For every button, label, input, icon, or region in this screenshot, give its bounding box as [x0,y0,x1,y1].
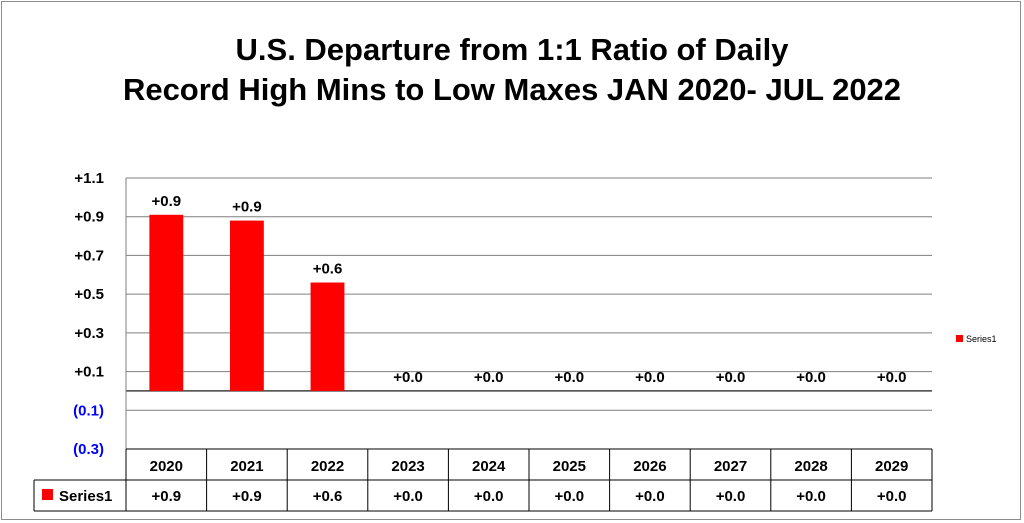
category-label: 2021 [230,458,263,475]
table-value: +0.0 [474,488,504,505]
table-value: +0.0 [796,488,826,505]
table-value: +0.0 [554,488,584,505]
category-label: 2020 [150,458,183,475]
data-label: +0.0 [474,369,504,386]
category-label: 2022 [311,458,344,475]
table-value: +0.0 [716,488,746,505]
data-label: +0.0 [554,369,584,386]
data-label: +0.0 [716,369,746,386]
y-tick-label: +0.9 [74,209,104,226]
y-tick-label: +0.1 [74,364,104,381]
category-label: 2025 [553,458,586,475]
data-label: +0.0 [393,369,423,386]
y-tick-label: (0.3) [73,441,104,458]
bar [310,282,345,391]
chart-title-line-1: U.S. Departure from 1:1 Ratio of Daily [235,32,789,67]
category-label: 2027 [714,458,747,475]
data-labels: +0.9 +0.9 +0.6 +0.0 +0.0 +0.0 +0.0 +0.0 +0.0 +0.0 [151,193,906,386]
bar [229,220,264,391]
data-label: +0.0 [796,369,826,386]
table-value: +0.6 [313,488,343,505]
table-value: +0.9 [232,488,262,505]
legend: Series1 [956,334,997,344]
bar [149,214,184,391]
category-label: 2028 [794,458,827,475]
table-series-name: Series1 [59,488,112,505]
data-label: +0.6 [313,261,343,278]
legend-swatch [956,335,963,342]
category-label: 2026 [633,458,666,475]
table-series-swatch [42,489,53,500]
table-value: +0.0 [393,488,423,505]
category-label: 2024 [472,458,506,475]
data-label: +0.9 [151,193,181,210]
bars [149,214,345,391]
y-tick-label: (0.1) [73,402,104,419]
table-value: +0.9 [151,488,181,505]
y-tick-label: +0.5 [74,286,104,303]
y-tick-label: +1.1 [74,170,104,187]
table-value: +0.0 [877,488,907,505]
table-value: +0.0 [635,488,665,505]
data-label: +0.0 [635,369,665,386]
category-label: 2023 [391,458,424,475]
y-tick-label: +0.3 [74,325,104,342]
data-label: +0.9 [232,199,262,216]
chart-title: U.S. Departure from 1:1 Ratio of Daily R… [0,30,1024,110]
y-tick-label: +0.7 [74,247,104,264]
data-table: 2020 +0.9 2021 +0.9 2022 +0.6 2023 +0.0 2024 +0.0… [33,448,933,512]
category-label: 2029 [875,458,908,475]
data-label: +0.0 [877,369,907,386]
legend-label: Series1 [966,334,997,344]
y-axis: +1.1 +0.9 +0.7 +0.5 +0.3 +0.1 (0.1) (0.3) [73,170,104,458]
chart-title-line-2: Record High Mins to Low Maxes JAN 2020- … [122,72,902,107]
